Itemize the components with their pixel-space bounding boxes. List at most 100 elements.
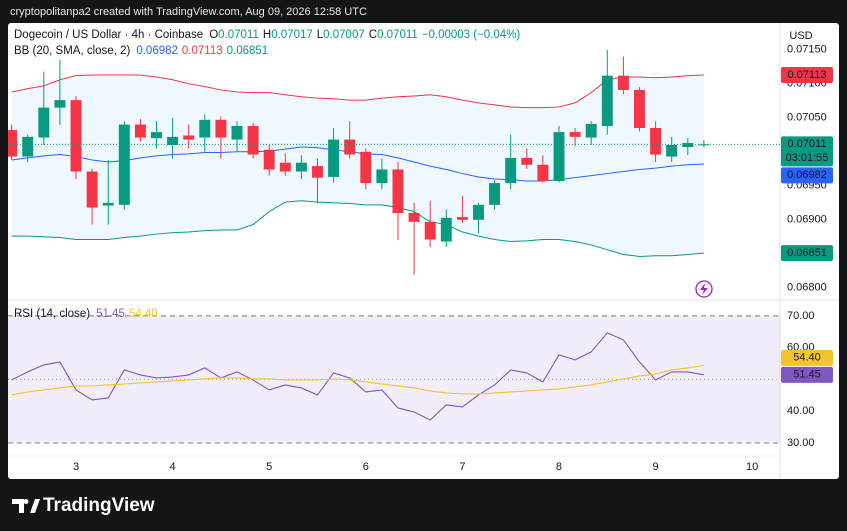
candle-body (38, 107, 50, 138)
y-tick-label: 40.00 (787, 405, 815, 417)
candle-body (376, 169, 388, 184)
candle-body (295, 162, 307, 172)
ohlc-label: L (317, 29, 324, 41)
y-tick-label: 30.00 (787, 437, 815, 449)
rsi-line (11, 364, 704, 396)
price-badge (781, 167, 833, 184)
low-value: 0.07007 (323, 29, 365, 41)
rsi-ma-value: 54.40 (129, 308, 158, 320)
bb-upper-value: 0.07113 (182, 45, 223, 57)
candle-body (167, 136, 179, 146)
candle-body (54, 100, 66, 108)
currency-label: USD (789, 30, 812, 42)
candle-body (456, 217, 468, 220)
attribution: cryptopolitanpa2 created with TradingVie… (10, 6, 367, 18)
y-tick-label: 0.06800 (787, 282, 827, 294)
x-tick-label: 8 (556, 461, 562, 473)
symbol-title: Dogecoin / US Dollar · 4h · Coinbase (14, 29, 203, 41)
x-tick-label: 4 (170, 461, 176, 473)
bb-band-fill (11, 74, 704, 257)
bb-line (11, 74, 704, 109)
price-badge (781, 245, 833, 262)
candle-body (601, 75, 613, 126)
price-pane (8, 49, 780, 275)
candle-body (118, 124, 130, 205)
bb-basis-value: 0.06982 (136, 45, 178, 57)
bb-lower-value: 0.06851 (227, 45, 269, 57)
candle-body (328, 139, 340, 177)
x-tick-label: 6 (363, 461, 369, 473)
candle-body (22, 136, 34, 157)
price-badge-label: 51.45 (793, 369, 821, 381)
candle-body (473, 204, 484, 220)
rsi-legend: RSI (14, close) 51.45 54.40 (14, 308, 158, 320)
change-value: −0.00003 (−0.04%) (422, 29, 521, 41)
candle-body (682, 142, 694, 148)
candle-body (70, 100, 82, 172)
candle-body (312, 166, 323, 178)
close-value: 0.07011 (377, 29, 418, 41)
candle-body (279, 162, 291, 172)
candle-body (650, 128, 662, 155)
candle-body (263, 149, 275, 170)
price-badge (781, 136, 833, 167)
candle-body (8, 130, 18, 157)
bb-title: BB (20, SMA, close, 2) (14, 45, 130, 57)
candle-body (215, 119, 227, 138)
candle-body (569, 132, 581, 137)
y-tick-label: 0.07150 (787, 44, 827, 56)
high-value: 0.07017 (271, 29, 313, 41)
x-tick-label: 10 (746, 461, 758, 473)
candle-body (360, 151, 372, 184)
candle-body (634, 89, 645, 129)
rsi-title: RSI (14, close) (14, 308, 90, 320)
candle-body (102, 202, 114, 206)
price-badge-label: 0.07113 (788, 69, 827, 81)
candle-body (151, 132, 162, 139)
axes: 0.068000.069000.069500.070500.071000.071… (73, 44, 833, 473)
symbol-legend: Dogecoin / US Dollar · 4h · Coinbase O0.0… (14, 29, 520, 41)
bb-legend: BB (20, SMA, close, 2) 0.06982 0.07113 0.06… (14, 45, 268, 57)
candle-body (440, 217, 452, 242)
rsi-line (11, 332, 704, 421)
price-badge-label: 0.06982 (787, 169, 827, 181)
y-tick-label: 0.07050 (787, 112, 827, 124)
candle-body (247, 125, 259, 155)
logo: TradingView (12, 495, 155, 516)
candle-body (424, 221, 436, 240)
candle-body (489, 183, 501, 205)
price-badge (781, 66, 833, 83)
candle-body (521, 157, 533, 165)
candle-body (537, 164, 549, 182)
candle-body (617, 75, 629, 90)
candle-body (134, 124, 146, 138)
x-tick-label: 7 (459, 461, 465, 473)
x-tick-label: 9 (653, 461, 659, 473)
x-tick-label: 3 (73, 461, 79, 473)
candle-body (666, 145, 678, 157)
rsi-value: 51.45 (96, 308, 125, 320)
candle-body (585, 123, 597, 138)
candle-body (553, 132, 565, 182)
y-tick-label: 70.00 (787, 310, 815, 322)
price-badge (781, 366, 833, 383)
ohlc-label: H (263, 29, 271, 41)
candle-body (344, 139, 356, 155)
candle-body (408, 212, 420, 222)
alert-icon[interactable] (695, 280, 713, 298)
ohlc-label: O (209, 29, 218, 41)
x-tick-label: 5 (266, 461, 272, 473)
open-value: 0.07011 (218, 29, 259, 41)
price-badge (781, 349, 833, 366)
rsi-pane (8, 315, 780, 444)
candle-body (231, 125, 243, 140)
candle-body (392, 169, 404, 213)
logo-text: TradingView (43, 495, 155, 516)
ohlc-label: C (369, 29, 377, 41)
candle-body (199, 119, 211, 138)
price-badge-label: 54.40 (793, 352, 821, 364)
logo-icon (12, 499, 40, 513)
price-badge-label: 0.06851 (787, 247, 827, 259)
candle-body (183, 135, 195, 140)
